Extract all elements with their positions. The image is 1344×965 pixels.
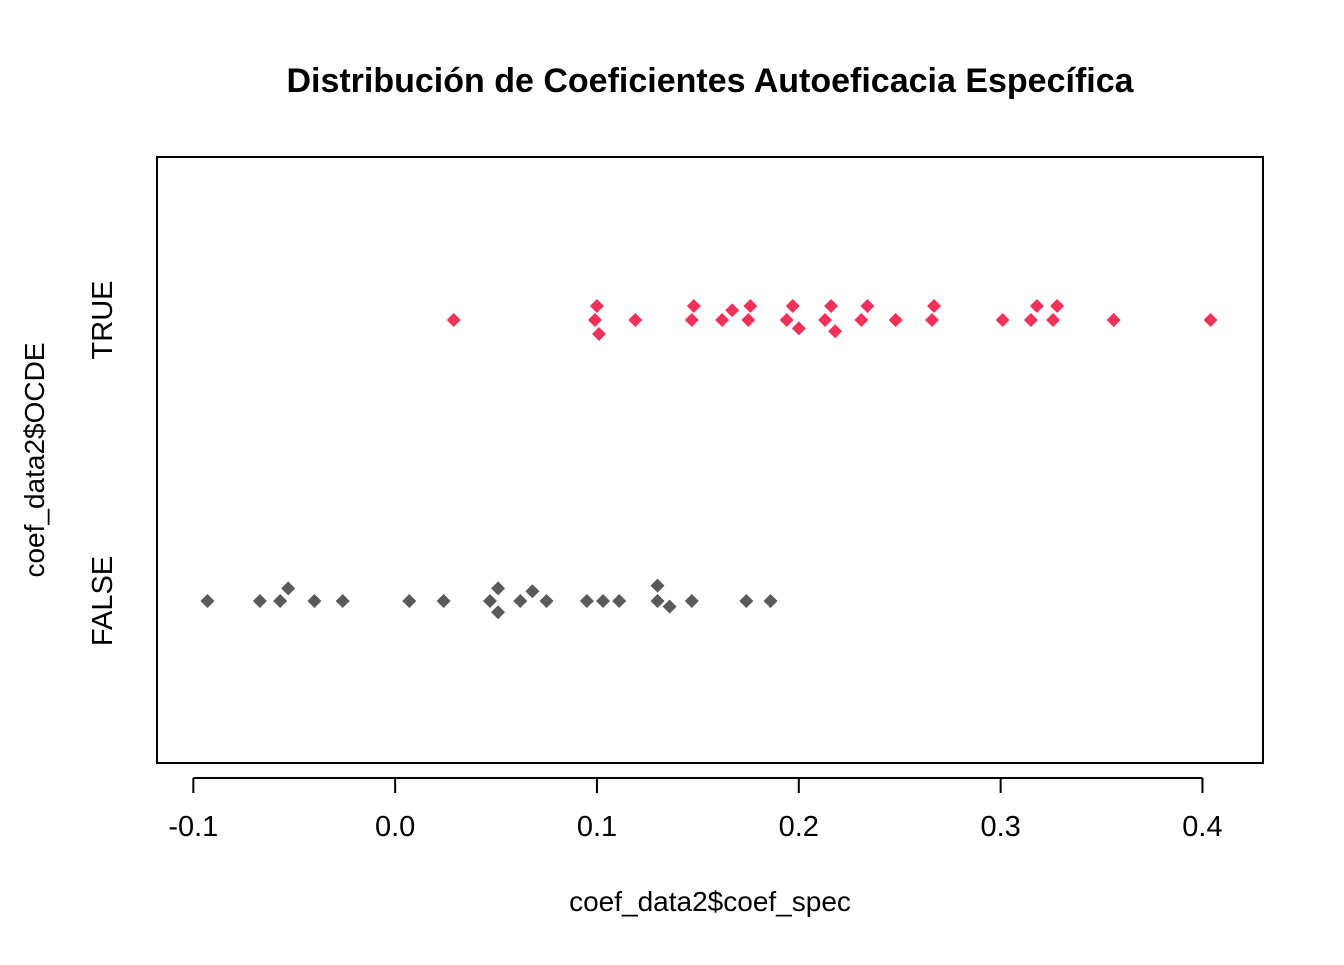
data-point-true — [1106, 313, 1121, 327]
data-point-true — [686, 299, 701, 313]
data-point-true — [1203, 313, 1218, 327]
data-point-true — [791, 321, 806, 336]
data-point-false — [579, 594, 594, 608]
x-tick-label: 0.1 — [577, 811, 617, 843]
data-point-false — [513, 594, 528, 608]
data-point-true — [860, 299, 875, 313]
x-axis: -0.1 0.0 0.1 0.2 0.3 0.4 — [168, 777, 1223, 843]
data-point-true — [741, 313, 756, 327]
data-point-false — [491, 605, 506, 620]
x-axis-label: coef_data2$coef_spec — [569, 886, 851, 917]
data-point-false — [483, 594, 498, 608]
data-point-false — [307, 594, 322, 608]
data-point-false — [273, 594, 288, 608]
data-point-false — [650, 578, 665, 593]
data-point-true — [725, 303, 740, 318]
data-point-true — [828, 324, 843, 339]
y-axis-label: coef_data2$OCDE — [19, 342, 50, 577]
data-point-true — [888, 313, 903, 327]
data-points — [200, 299, 1218, 620]
data-point-false — [335, 594, 350, 608]
x-tick-label: 0.0 — [375, 811, 415, 843]
data-point-true — [715, 313, 730, 327]
x-tick-label: 0.2 — [779, 811, 819, 843]
data-point-true — [684, 313, 699, 327]
data-point-false — [612, 594, 627, 608]
data-point-true — [925, 313, 940, 327]
data-point-false — [739, 594, 754, 608]
data-point-true — [589, 299, 604, 313]
data-point-false — [252, 594, 267, 608]
x-tick-label: -0.1 — [168, 811, 218, 843]
data-point-false — [491, 581, 506, 596]
data-point-false — [281, 581, 296, 596]
data-point-false — [650, 594, 665, 608]
plot-frame — [156, 156, 1264, 764]
data-point-true — [1046, 313, 1061, 327]
data-point-false — [402, 594, 417, 608]
y-axis: FALSE TRUE — [87, 281, 119, 647]
data-point-false — [596, 594, 611, 608]
data-point-true — [743, 299, 758, 313]
data-point-true — [785, 299, 800, 313]
data-point-true — [854, 313, 869, 327]
data-point-true — [1029, 299, 1044, 313]
data-point-false — [539, 594, 554, 608]
y-category-label-true: TRUE — [87, 281, 119, 360]
data-point-true — [587, 313, 602, 327]
data-point-false — [525, 584, 540, 599]
data-point-true — [818, 313, 833, 327]
data-point-false — [662, 599, 677, 614]
data-point-true — [824, 299, 839, 313]
chart-title: Distribución de Coeficientes Autoeficaci… — [286, 62, 1134, 100]
data-point-true — [927, 299, 942, 313]
data-point-true — [779, 313, 794, 327]
data-point-true — [446, 313, 461, 327]
x-tick-label: 0.4 — [1182, 811, 1222, 843]
data-point-false — [763, 594, 778, 608]
x-tick-label: 0.3 — [980, 811, 1020, 843]
y-category-label-false: FALSE — [87, 556, 119, 646]
data-point-false — [684, 594, 699, 608]
data-point-true — [995, 313, 1010, 327]
data-point-true — [1050, 299, 1065, 313]
data-point-false — [200, 594, 215, 608]
data-point-true — [1023, 313, 1038, 327]
data-point-false — [436, 594, 451, 608]
data-point-true — [591, 327, 606, 341]
data-point-true — [628, 313, 643, 327]
